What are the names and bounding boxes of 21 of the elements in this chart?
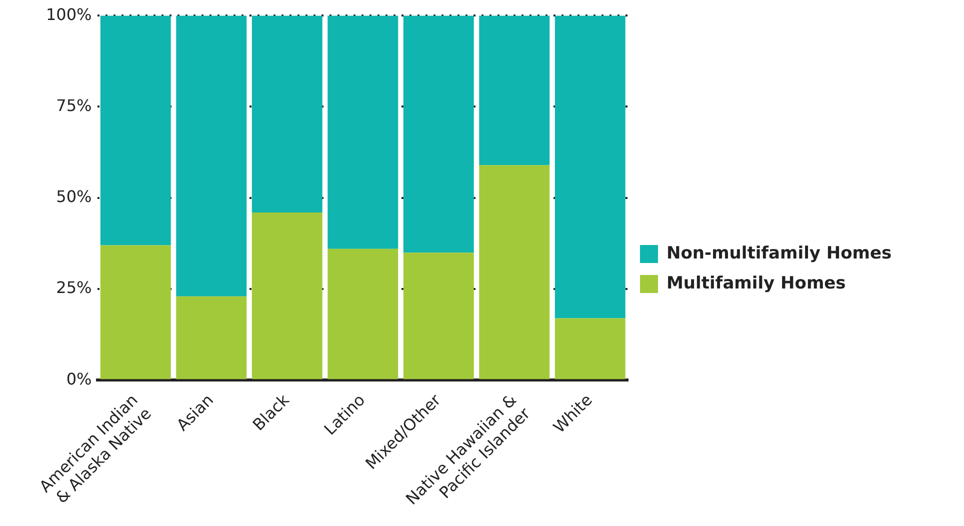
y-tick-label: 50% (56, 187, 92, 206)
bar (100, 16, 171, 246)
legend-label: Multifamily Homes (666, 273, 846, 294)
y-tick-label: 100% (46, 4, 92, 24)
bar (252, 212, 322, 380)
bar (403, 252, 474, 380)
bar (100, 245, 171, 380)
bar (328, 16, 398, 249)
bar (479, 165, 550, 380)
legend-label: Non-multifamily Homes (666, 243, 892, 264)
bar (176, 16, 247, 296)
bar (554, 16, 626, 318)
bar (252, 16, 322, 212)
bar (328, 248, 398, 380)
bar (176, 296, 247, 380)
y-tick-label: 75% (56, 96, 92, 115)
bar (479, 16, 550, 166)
bar (403, 16, 474, 253)
y-tick-label: 0% (66, 369, 92, 388)
bar (554, 318, 626, 380)
y-tick-label: 25% (56, 278, 92, 298)
